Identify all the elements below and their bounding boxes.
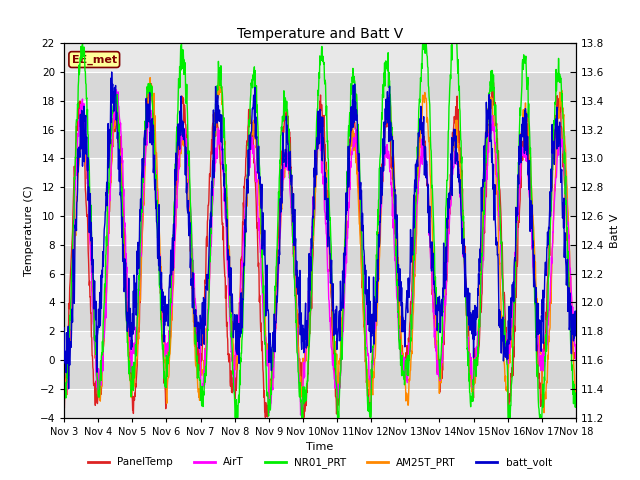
Text: EE_met: EE_met (72, 54, 117, 65)
Y-axis label: Batt V: Batt V (610, 213, 620, 248)
Bar (64, 158, 576, 187)
Title: Temperature and Batt V: Temperature and Batt V (237, 27, 403, 41)
Legend: PanelTemp, AirT, NR01_PRT, AM25T_PRT, batt_volt: PanelTemp, AirT, NR01_PRT, AM25T_PRT, ba… (84, 453, 556, 472)
Bar (64, 389, 576, 418)
X-axis label: Time: Time (307, 442, 333, 452)
Bar (64, 43, 576, 72)
Bar (64, 331, 576, 360)
Y-axis label: Temperature (C): Temperature (C) (24, 185, 34, 276)
Bar (64, 101, 576, 130)
Bar (64, 216, 576, 245)
Bar (64, 274, 576, 302)
